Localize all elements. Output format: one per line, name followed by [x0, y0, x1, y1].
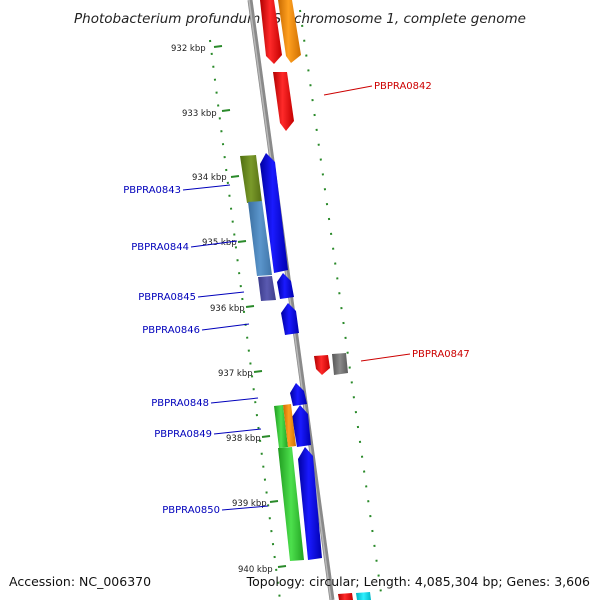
gene-arrow[interactable] — [260, 153, 288, 273]
inner-track — [209, 39, 281, 600]
gene-arrow[interactable] — [274, 405, 288, 448]
tick-mark — [261, 435, 271, 438]
outer-track — [299, 9, 383, 600]
tick-label: 940 kbp — [238, 565, 273, 575]
gene-label-pbpra0845[interactable]: PBPRA0845 — [138, 292, 196, 303]
forward-genes — [240, 153, 322, 561]
leader-line — [360, 353, 411, 362]
tick-label: 938 kbp — [226, 434, 261, 444]
tick-label: 937 kbp — [218, 369, 253, 379]
gene-arrow[interactable] — [278, 447, 304, 561]
tick-mark — [269, 500, 279, 503]
tick-label: 932 kbp — [171, 44, 206, 54]
gene-arrow[interactable] — [258, 276, 276, 301]
gene-labels: PBPRA0842 PBPRA0843 PBPRA0844 PBPRA0845 … — [123, 81, 470, 516]
gene-arrow[interactable] — [260, 0, 282, 64]
ticks: 932 kbp 933 kbp 934 kbp 935 kbp 936 kbp … — [171, 44, 287, 575]
topology-text: Topology: circular; Length: 4,085,304 bp… — [246, 574, 590, 589]
map-title: Photobacterium profundum SS9 chromosome … — [74, 11, 526, 27]
gene-label-pbpra0846[interactable]: PBPRA0846 — [142, 325, 200, 336]
leader-line — [210, 397, 259, 404]
tick-mark — [245, 305, 255, 308]
leader-line — [323, 85, 373, 96]
gene-arrow[interactable] — [240, 155, 262, 203]
tick-label: 933 kbp — [182, 109, 217, 119]
leader-line — [213, 428, 262, 435]
gene-label-pbpra0844[interactable]: PBPRA0844 — [131, 242, 189, 253]
tick-mark — [213, 45, 223, 48]
gene-arrow[interactable] — [273, 72, 294, 131]
gene-arrow[interactable] — [281, 303, 299, 335]
leader-line — [190, 240, 238, 248]
gene-arrow[interactable] — [338, 593, 353, 600]
gene-arrow[interactable] — [277, 273, 294, 299]
tick-mark — [221, 109, 231, 112]
reverse-genes — [260, 0, 371, 600]
gene-arrow[interactable] — [283, 404, 296, 447]
gene-label-pbpra0843[interactable]: PBPRA0843 — [123, 185, 181, 196]
gene-arrow[interactable] — [292, 405, 311, 447]
leader-line — [221, 505, 269, 511]
gene-label-pbpra0848[interactable]: PBPRA0848 — [151, 398, 209, 409]
gene-arrow[interactable] — [290, 383, 307, 406]
gene-arrow[interactable] — [332, 353, 348, 375]
tick-mark — [230, 175, 240, 178]
gene-arrow[interactable] — [278, 0, 301, 63]
gene-arrow[interactable] — [314, 355, 330, 375]
tick-label: 934 kbp — [192, 173, 227, 183]
tick-mark — [253, 370, 263, 373]
tick-label: 936 kbp — [210, 304, 245, 314]
leader-line — [182, 184, 231, 191]
gene-label-pbpra0850[interactable]: PBPRA0850 — [162, 505, 220, 516]
leader-lines — [182, 85, 411, 511]
tick-mark — [277, 565, 287, 568]
tick-mark — [237, 240, 247, 243]
tick-label: 939 kbp — [232, 499, 267, 509]
gene-arrow[interactable] — [356, 592, 371, 600]
leader-line — [201, 323, 250, 331]
gene-label-pbpra0842[interactable]: PBPRA0842 — [374, 81, 432, 92]
gene-arrow[interactable] — [298, 447, 322, 560]
gene-arrow[interactable] — [248, 201, 272, 276]
accession-text: Accession: NC_006370 — [9, 574, 151, 589]
backbone — [247, 0, 335, 600]
gene-label-pbpra0847[interactable]: PBPRA0847 — [412, 349, 470, 360]
leader-line — [197, 291, 245, 298]
gene-label-pbpra0849[interactable]: PBPRA0849 — [154, 429, 212, 440]
